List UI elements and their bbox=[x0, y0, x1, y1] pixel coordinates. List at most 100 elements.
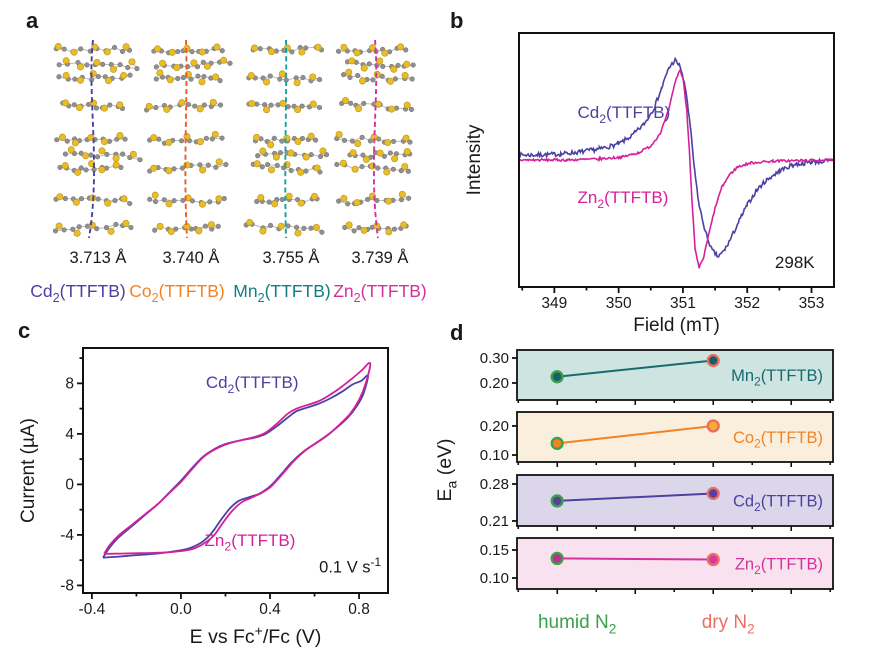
carbon-atom bbox=[122, 136, 128, 142]
carbon-atom bbox=[334, 161, 340, 168]
stacking-axis-line bbox=[284, 39, 288, 239]
molecule-bonds bbox=[347, 61, 414, 67]
sulfur-atom bbox=[297, 199, 305, 207]
strip-y-tick-label: 0.20 bbox=[480, 418, 509, 435]
sulfur-atom bbox=[369, 44, 377, 52]
stack-distance-label: 3.755 Å bbox=[263, 248, 320, 267]
sulfur-atom bbox=[354, 140, 362, 148]
carbon-atom bbox=[351, 228, 357, 234]
cv-x-tick-label: -0.4 bbox=[79, 601, 106, 618]
sulfur-atom bbox=[283, 44, 291, 52]
sulfur-atom bbox=[267, 141, 275, 149]
sulfur-atom bbox=[100, 138, 108, 146]
stack-distance-label: 3.740 Å bbox=[163, 248, 220, 267]
molecule bbox=[339, 96, 415, 113]
carbon-atom bbox=[134, 66, 140, 72]
carbon-atom bbox=[406, 195, 412, 201]
carbon-atom bbox=[345, 201, 351, 207]
carbon-atom bbox=[360, 152, 366, 158]
carbon-atom bbox=[356, 225, 362, 231]
sulfur-atom bbox=[159, 59, 167, 67]
sulfur-atom bbox=[293, 79, 301, 87]
carbon-atom bbox=[227, 60, 233, 66]
sulfur-atom bbox=[381, 49, 389, 57]
sulfur-atom bbox=[401, 162, 409, 170]
carbon-atom bbox=[348, 100, 354, 106]
sulfur-atom bbox=[122, 43, 130, 51]
carbon-atom bbox=[52, 228, 59, 234]
sulfur-atom bbox=[401, 71, 409, 79]
sulfur-atom bbox=[248, 100, 256, 108]
panel-label-b: b bbox=[450, 8, 464, 33]
sulfur-atom bbox=[198, 78, 206, 86]
carbon-atom bbox=[203, 135, 209, 141]
carbon-atom bbox=[336, 198, 342, 204]
category-label-dry: dry N2 bbox=[702, 612, 755, 636]
sulfur-atom bbox=[145, 102, 153, 110]
cv-y-tick-label: -4 bbox=[60, 527, 74, 544]
sulfur-atom bbox=[178, 99, 186, 107]
carbon-atom bbox=[178, 138, 185, 144]
ea-slope-line bbox=[557, 492, 714, 502]
sulfur-atom bbox=[348, 57, 356, 65]
carbon-atom bbox=[152, 227, 158, 233]
cv-y-tick-label: -8 bbox=[60, 577, 74, 594]
carbon-atom bbox=[254, 198, 260, 205]
sulfur-atom bbox=[165, 167, 173, 175]
carbon-atom bbox=[64, 138, 70, 144]
carbon-atom bbox=[83, 167, 89, 173]
stack-zn2ttftb bbox=[334, 39, 416, 239]
sulfur-atom bbox=[309, 73, 317, 81]
ea-strip-cd2ttftb: 0.21 0.28 Cd2(TTFTB) bbox=[480, 474, 834, 531]
carbon-atom bbox=[180, 197, 186, 204]
carbon-atom bbox=[219, 135, 225, 141]
ea-marker-dry bbox=[706, 353, 720, 368]
molecule bbox=[147, 130, 225, 146]
epr-x-tick-label: 351 bbox=[670, 295, 696, 312]
carbon-atom bbox=[153, 105, 159, 111]
sulfur-atom bbox=[112, 154, 120, 162]
molecule bbox=[246, 99, 323, 114]
molecule-bonds bbox=[338, 197, 409, 205]
ea-marker-dry bbox=[706, 486, 720, 501]
carbon-atom bbox=[62, 196, 68, 202]
sulfur-atom bbox=[294, 229, 302, 237]
carbon-atom bbox=[137, 157, 143, 163]
carbon-atom bbox=[277, 150, 284, 156]
ea-y-axis-title: Ea (eV) bbox=[434, 438, 459, 501]
carbon-atom bbox=[370, 77, 376, 83]
carbon-atom bbox=[192, 103, 198, 109]
carbon-atom bbox=[61, 46, 67, 52]
carbon-atom bbox=[209, 136, 215, 142]
carbon-atom bbox=[255, 153, 261, 159]
sulfur-atom bbox=[298, 48, 306, 56]
strip-y-tick-label: 0.15 bbox=[480, 542, 509, 559]
carbon-atom bbox=[409, 76, 415, 82]
sulfur-atom bbox=[246, 219, 254, 227]
sulfur-atom bbox=[340, 194, 348, 202]
sulfur-atom bbox=[311, 192, 319, 200]
carbon-atom bbox=[107, 102, 113, 108]
carbon-atom bbox=[72, 76, 78, 82]
carbon-atom bbox=[111, 44, 118, 51]
carbon-atom bbox=[317, 104, 323, 111]
molecule-bonds bbox=[156, 61, 231, 68]
carbon-atom bbox=[125, 65, 131, 71]
cv-x-axis-title: E vs Fc+/Fc (V) bbox=[190, 623, 322, 648]
cv-y-axis-title: Current (µA) bbox=[18, 418, 39, 523]
ea-marker-dry bbox=[706, 419, 720, 433]
carbon-atom bbox=[257, 46, 263, 52]
sulfur-atom bbox=[183, 133, 191, 141]
sulfur-atom bbox=[156, 69, 164, 77]
sulfur-atom bbox=[259, 147, 267, 155]
sulfur-atom bbox=[109, 65, 117, 73]
sulfur-atom bbox=[400, 221, 408, 229]
ea-marker-humid bbox=[550, 436, 564, 450]
carbon-atom bbox=[179, 165, 185, 171]
molecule bbox=[153, 69, 223, 86]
sulfur-atom bbox=[297, 168, 305, 176]
carbon-atom bbox=[188, 76, 194, 82]
sulfur-atom bbox=[341, 96, 349, 104]
strip-y-tick-label: 0.20 bbox=[480, 375, 509, 392]
carbon-atom bbox=[95, 73, 101, 80]
